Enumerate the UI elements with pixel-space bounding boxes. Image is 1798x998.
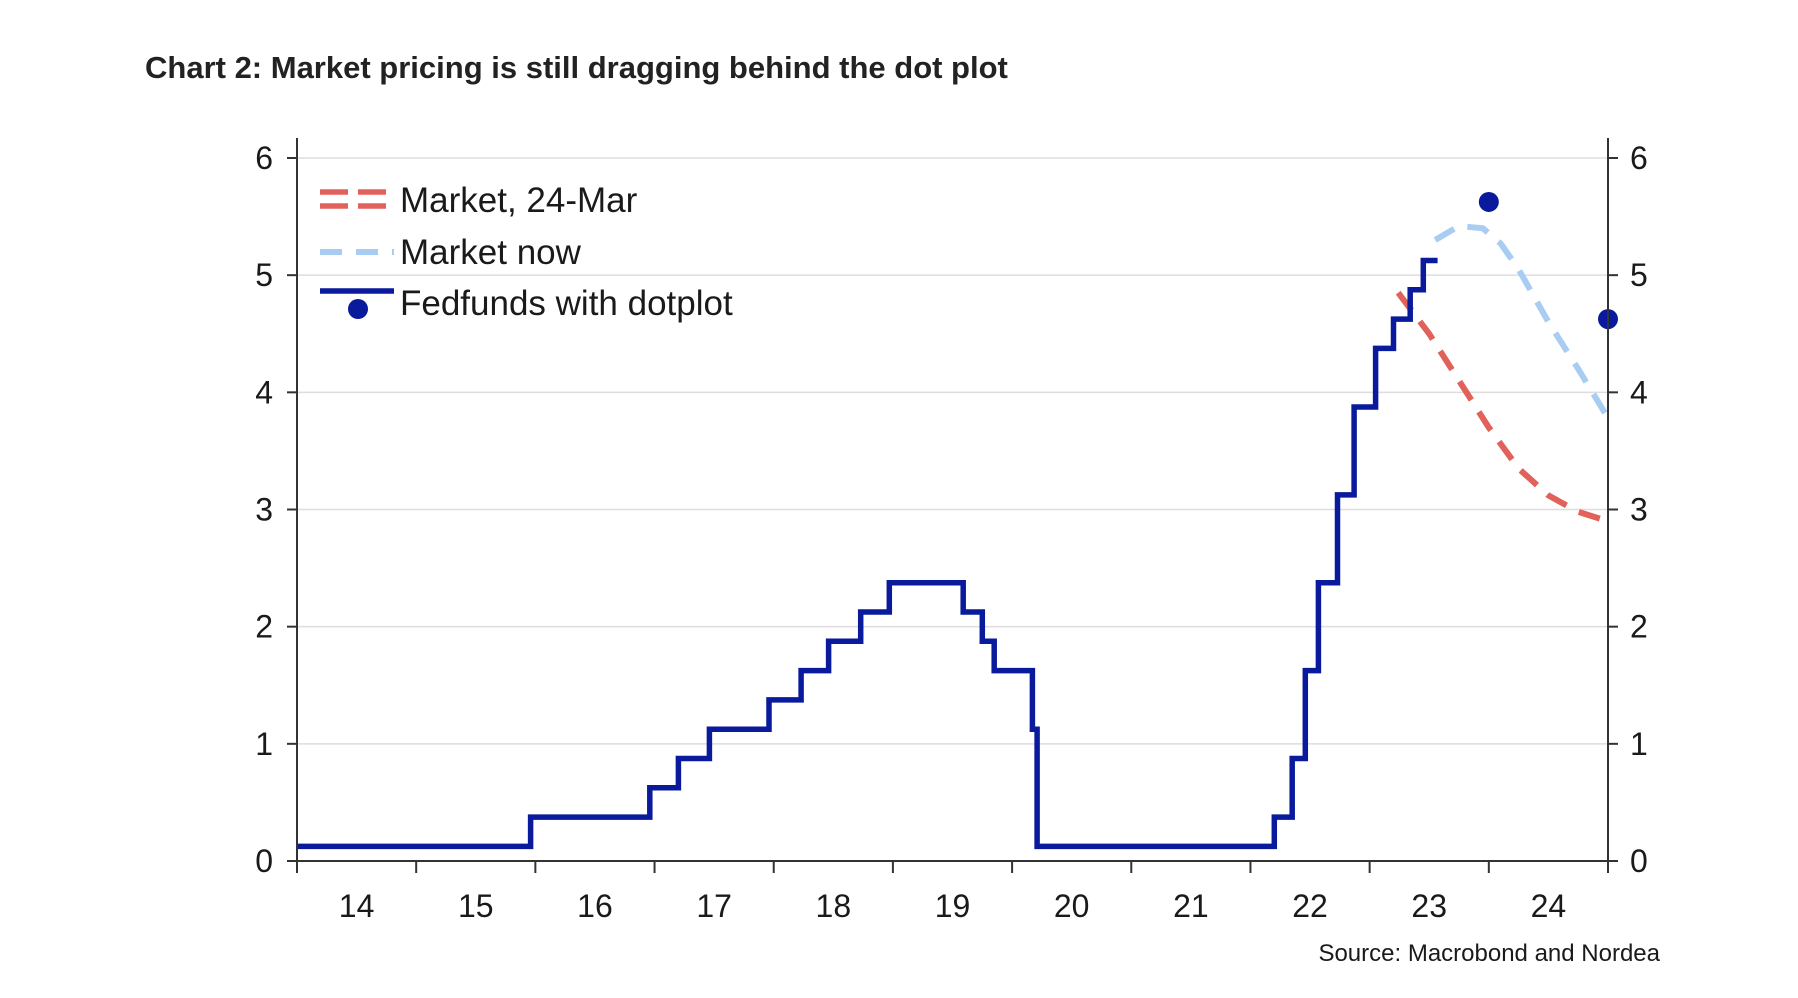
x-tick-label-19: 19	[935, 888, 971, 924]
y-tick-label-left-0: 0	[255, 843, 273, 879]
legend-label-2: Fedfunds with dotplot	[400, 284, 733, 323]
x-tick-label-17: 17	[696, 888, 732, 924]
y-tick-label-right-4: 4	[1630, 374, 1648, 410]
series-market-now-line	[1433, 222, 1611, 420]
x-tick-label-14: 14	[339, 888, 375, 924]
x-tick-label-22: 22	[1292, 888, 1328, 924]
chart-title: Chart 2: Market pricing is still draggin…	[145, 50, 1008, 85]
legend-label-0: Market, 24-Mar	[400, 181, 638, 220]
x-tick-label-23: 23	[1411, 888, 1447, 924]
legend-label-1: Market now	[400, 233, 582, 272]
y-tick-label-left-1: 1	[255, 726, 273, 762]
ticks: 0 01 12 23 34 45 56 614 15 16 17 18 19 20 21 22 23 24	[255, 140, 1648, 924]
source-note: Source: Macrobond and Nordea	[1318, 940, 1660, 967]
legend: Market, 24-Mar Market now Fedfunds with do…	[320, 181, 733, 323]
y-tick-label-right-1: 1	[1630, 726, 1648, 762]
y-tick-label-right-2: 2	[1630, 609, 1648, 645]
x-tick-label-16: 16	[577, 888, 613, 924]
x-tick-label-20: 20	[1054, 888, 1090, 924]
y-tick-label-right-5: 5	[1630, 257, 1648, 293]
y-tick-label-left-6: 6	[255, 140, 273, 176]
y-tick-label-left-5: 5	[255, 257, 273, 293]
x-tick-label-15: 15	[458, 888, 494, 924]
legend-swatch-fedfunds-dot	[348, 299, 368, 319]
x-tick-label-21: 21	[1173, 888, 1209, 924]
dotplot-point-0	[1478, 191, 1499, 212]
gridlines	[297, 157, 1608, 745]
y-tick-label-left-3: 3	[255, 492, 273, 528]
y-tick-label-right-6: 6	[1630, 140, 1648, 176]
series-market-24-mar-line	[1395, 290, 1609, 525]
y-tick-label-left-2: 2	[255, 609, 273, 645]
y-tick-label-right-3: 3	[1630, 492, 1648, 528]
x-tick-label-24: 24	[1531, 888, 1567, 924]
series-fedfunds-line	[297, 257, 1438, 850]
y-tick-label-left-4: 4	[255, 374, 273, 410]
y-tick-label-right-0: 0	[1630, 843, 1648, 879]
x-tick-label-18: 18	[816, 888, 852, 924]
axes	[296, 138, 1609, 862]
